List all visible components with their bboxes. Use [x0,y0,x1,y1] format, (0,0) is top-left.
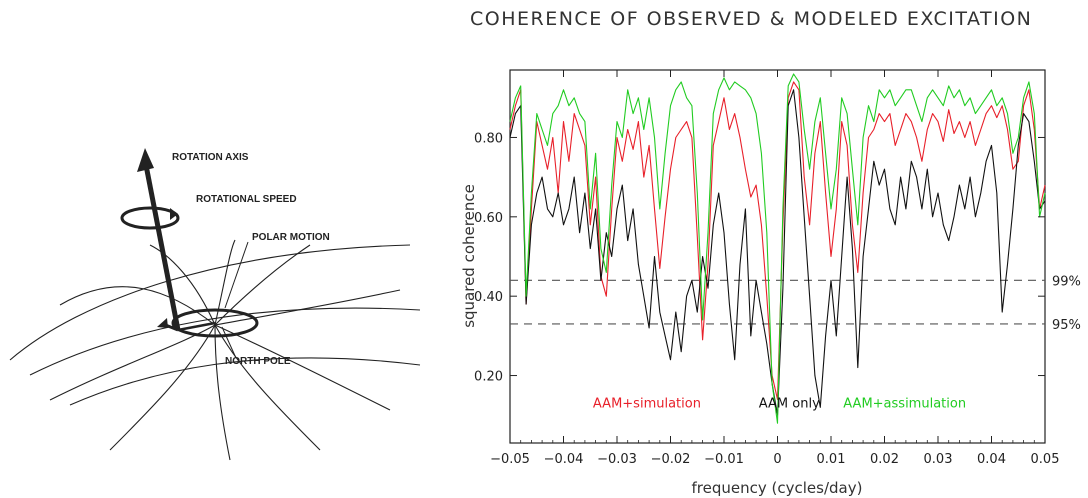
latitude-line [29,307,421,376]
chart-title: COHERENCE OF OBSERVED & MODELED EXCITATI… [470,8,1033,30]
latitude-line [69,357,421,406]
label-rotation-axis: ROTATION AXIS [172,152,249,163]
longitude-line [214,324,391,411]
label-north-pole: NORTH POLE [225,356,291,367]
longitude-line [214,324,321,451]
x-tick-label-7: 0.02 [870,452,899,467]
leader-line-polar-motion [224,241,249,309]
rotational-speed-arrowhead [170,208,178,220]
x-axis-title: frequency (cycles/day) [692,479,863,497]
legend: AAM+simulation AAM only AAM+assimulation [593,396,966,411]
pole-arrowhead [157,318,168,328]
longitude-line [49,324,216,401]
longitude-line [59,286,216,326]
globe-outline [9,244,411,361]
reference-line-label-1: 95% [1052,318,1081,333]
reference-line-label-0: 99% [1052,274,1081,289]
globe-grid [9,239,421,461]
series-line-1 [509,89,1046,416]
x-tick-label-6: 0.01 [817,452,846,467]
legend-entry-2: AAM+assimulation [843,396,966,411]
label-polar-motion: POLAR MOTION [252,232,330,243]
x-tick-label-2: −0.03 [597,452,637,467]
rotational-speed-ellipse [120,206,180,230]
longitude-line [214,239,236,326]
y-tick-label-0: 0.20 [474,370,503,385]
y-tick-label-3: 0.80 [474,131,503,146]
y-axis-ticks: 0.20 0.40 0.60 0.80 [474,131,1045,385]
legend-entry-0: AAM+simulation [593,396,701,411]
y-tick-label-2: 0.60 [474,211,503,226]
x-tick-label-4: −0.01 [704,452,744,467]
x-tick-label-9: 0.04 [977,452,1006,467]
longitude-line [149,244,216,326]
x-tick-label-1: −0.04 [544,452,584,467]
rotation-axis-line [142,159,181,331]
legend-entry-1: AAM only [759,396,820,411]
x-axis-ticks: −0.05 −0.04 −0.03 −0.02 −0.01 0 0.01 0.02 0.03 0.… [490,70,1059,467]
rotation-axis-arrowhead [137,148,154,172]
series-line-0 [509,81,1046,400]
longitude-line [109,324,216,451]
x-tick-label-8: 0.03 [924,452,953,467]
reference-lines: 99% 95% [510,274,1081,333]
y-axis-title: squared coherence [460,184,478,328]
longitude-line [214,289,401,326]
series-line-2 [509,73,1046,424]
longitude-line [214,244,311,326]
x-tick-label-0: −0.05 [490,452,530,467]
x-tick-label-10: 0.05 [1031,452,1060,467]
earth-rotation-diagram: ROTATION AXIS ROTATIONAL SPEED POLAR MOT… [9,148,421,461]
longitude-line [214,324,231,461]
coherence-chart: 99% 95% −0.05 −0.04 −0.03 −0.02 −0.01 0 0.01 0.0… [460,69,1081,497]
leader-line-north-pole [221,326,237,359]
x-tick-label-3: −0.02 [651,452,691,467]
x-tick-label-5: 0 [773,452,781,467]
label-rotational-speed: ROTATIONAL SPEED [196,194,297,205]
polar-motion-ellipse [171,308,259,338]
y-tick-label-1: 0.40 [474,290,503,305]
axis-base [177,321,216,332]
series-layer [509,73,1046,424]
